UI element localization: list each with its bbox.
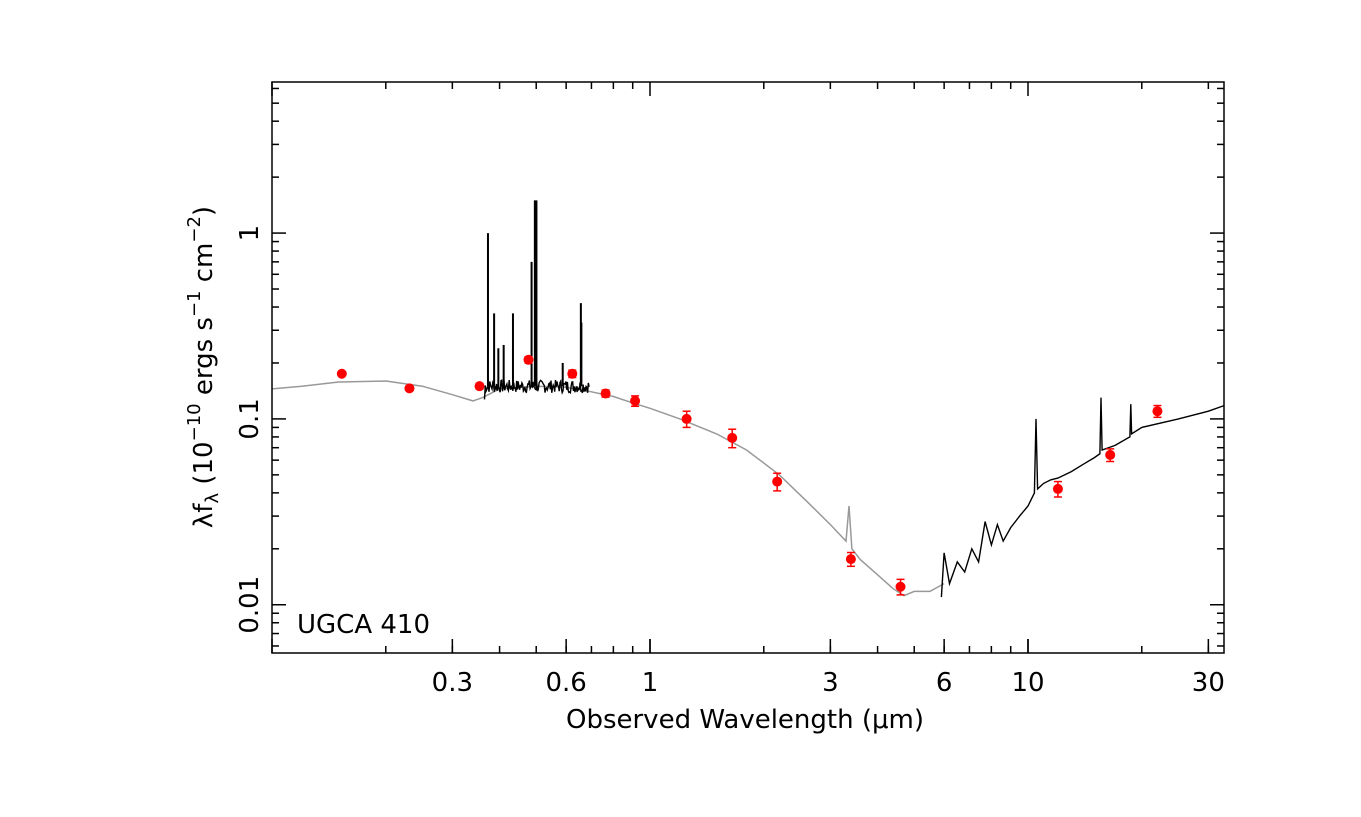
model-sed-line (271, 380, 945, 597)
y-tick-label-0: 0.01 (235, 576, 265, 634)
photometry-point-5 (600, 388, 611, 399)
photometry-point-7 (681, 413, 692, 424)
x-tick-label-0: 0.3 (432, 668, 473, 698)
model-sed-curve (271, 380, 945, 597)
photometry-point-0 (336, 368, 347, 379)
y-axis-mid: ergs s (189, 317, 219, 403)
y-axis-exp3: −2 (184, 216, 205, 243)
y-axis-exp2: −1 (184, 290, 205, 317)
photometry-point-4 (567, 368, 578, 379)
plot-frame (271, 81, 1225, 654)
photometry-points (336, 354, 1163, 596)
object-annotation: UGCA 410 (297, 610, 430, 640)
y-axis-prefix: λf (189, 503, 219, 528)
photometry-point-9 (772, 476, 783, 487)
y-axis-sub: λ (202, 493, 223, 504)
x-axis-title: Observed Wavelength (μm) (566, 705, 924, 735)
x-tick-label-3: 3 (822, 668, 839, 698)
photometry-point-2 (474, 381, 485, 392)
x-tick-label-5: 10 (1011, 668, 1044, 698)
photometry-point-3 (523, 354, 534, 365)
y-tick-label-1: 0.1 (235, 398, 265, 439)
axis-ticks: 0.3 0.6 1 3 6 10 30 0.01 0.1 1 (235, 82, 1225, 698)
x-tick-label-6: 30 (1192, 668, 1225, 698)
photometry-point-6 (630, 395, 641, 406)
photometry-point-10 (845, 554, 856, 565)
x-tick-label-4: 6 (936, 668, 953, 698)
y-axis-mid2: cm (189, 243, 219, 291)
y-axis-close: ) (189, 206, 219, 216)
observed-spectrum (483, 200, 1225, 598)
y-axis-title: λfλ (10−10 ergs s−1 cm−2) (184, 206, 223, 528)
photometry-point-8 (727, 432, 738, 443)
ir-spectrum-line (940, 397, 1225, 598)
y-axis-open: (10 (189, 441, 219, 493)
y-tick-label-2: 1 (235, 225, 265, 242)
y-axis-exp1: −10 (184, 403, 205, 441)
photometry-point-14 (1152, 406, 1163, 417)
x-tick-label-1: 0.6 (545, 668, 586, 698)
photometry-point-13 (1105, 449, 1116, 460)
photometry-point-1 (404, 383, 415, 394)
photometry-point-12 (1052, 483, 1063, 494)
photometry-point-11 (895, 581, 906, 592)
x-tick-label-2: 1 (642, 668, 659, 698)
